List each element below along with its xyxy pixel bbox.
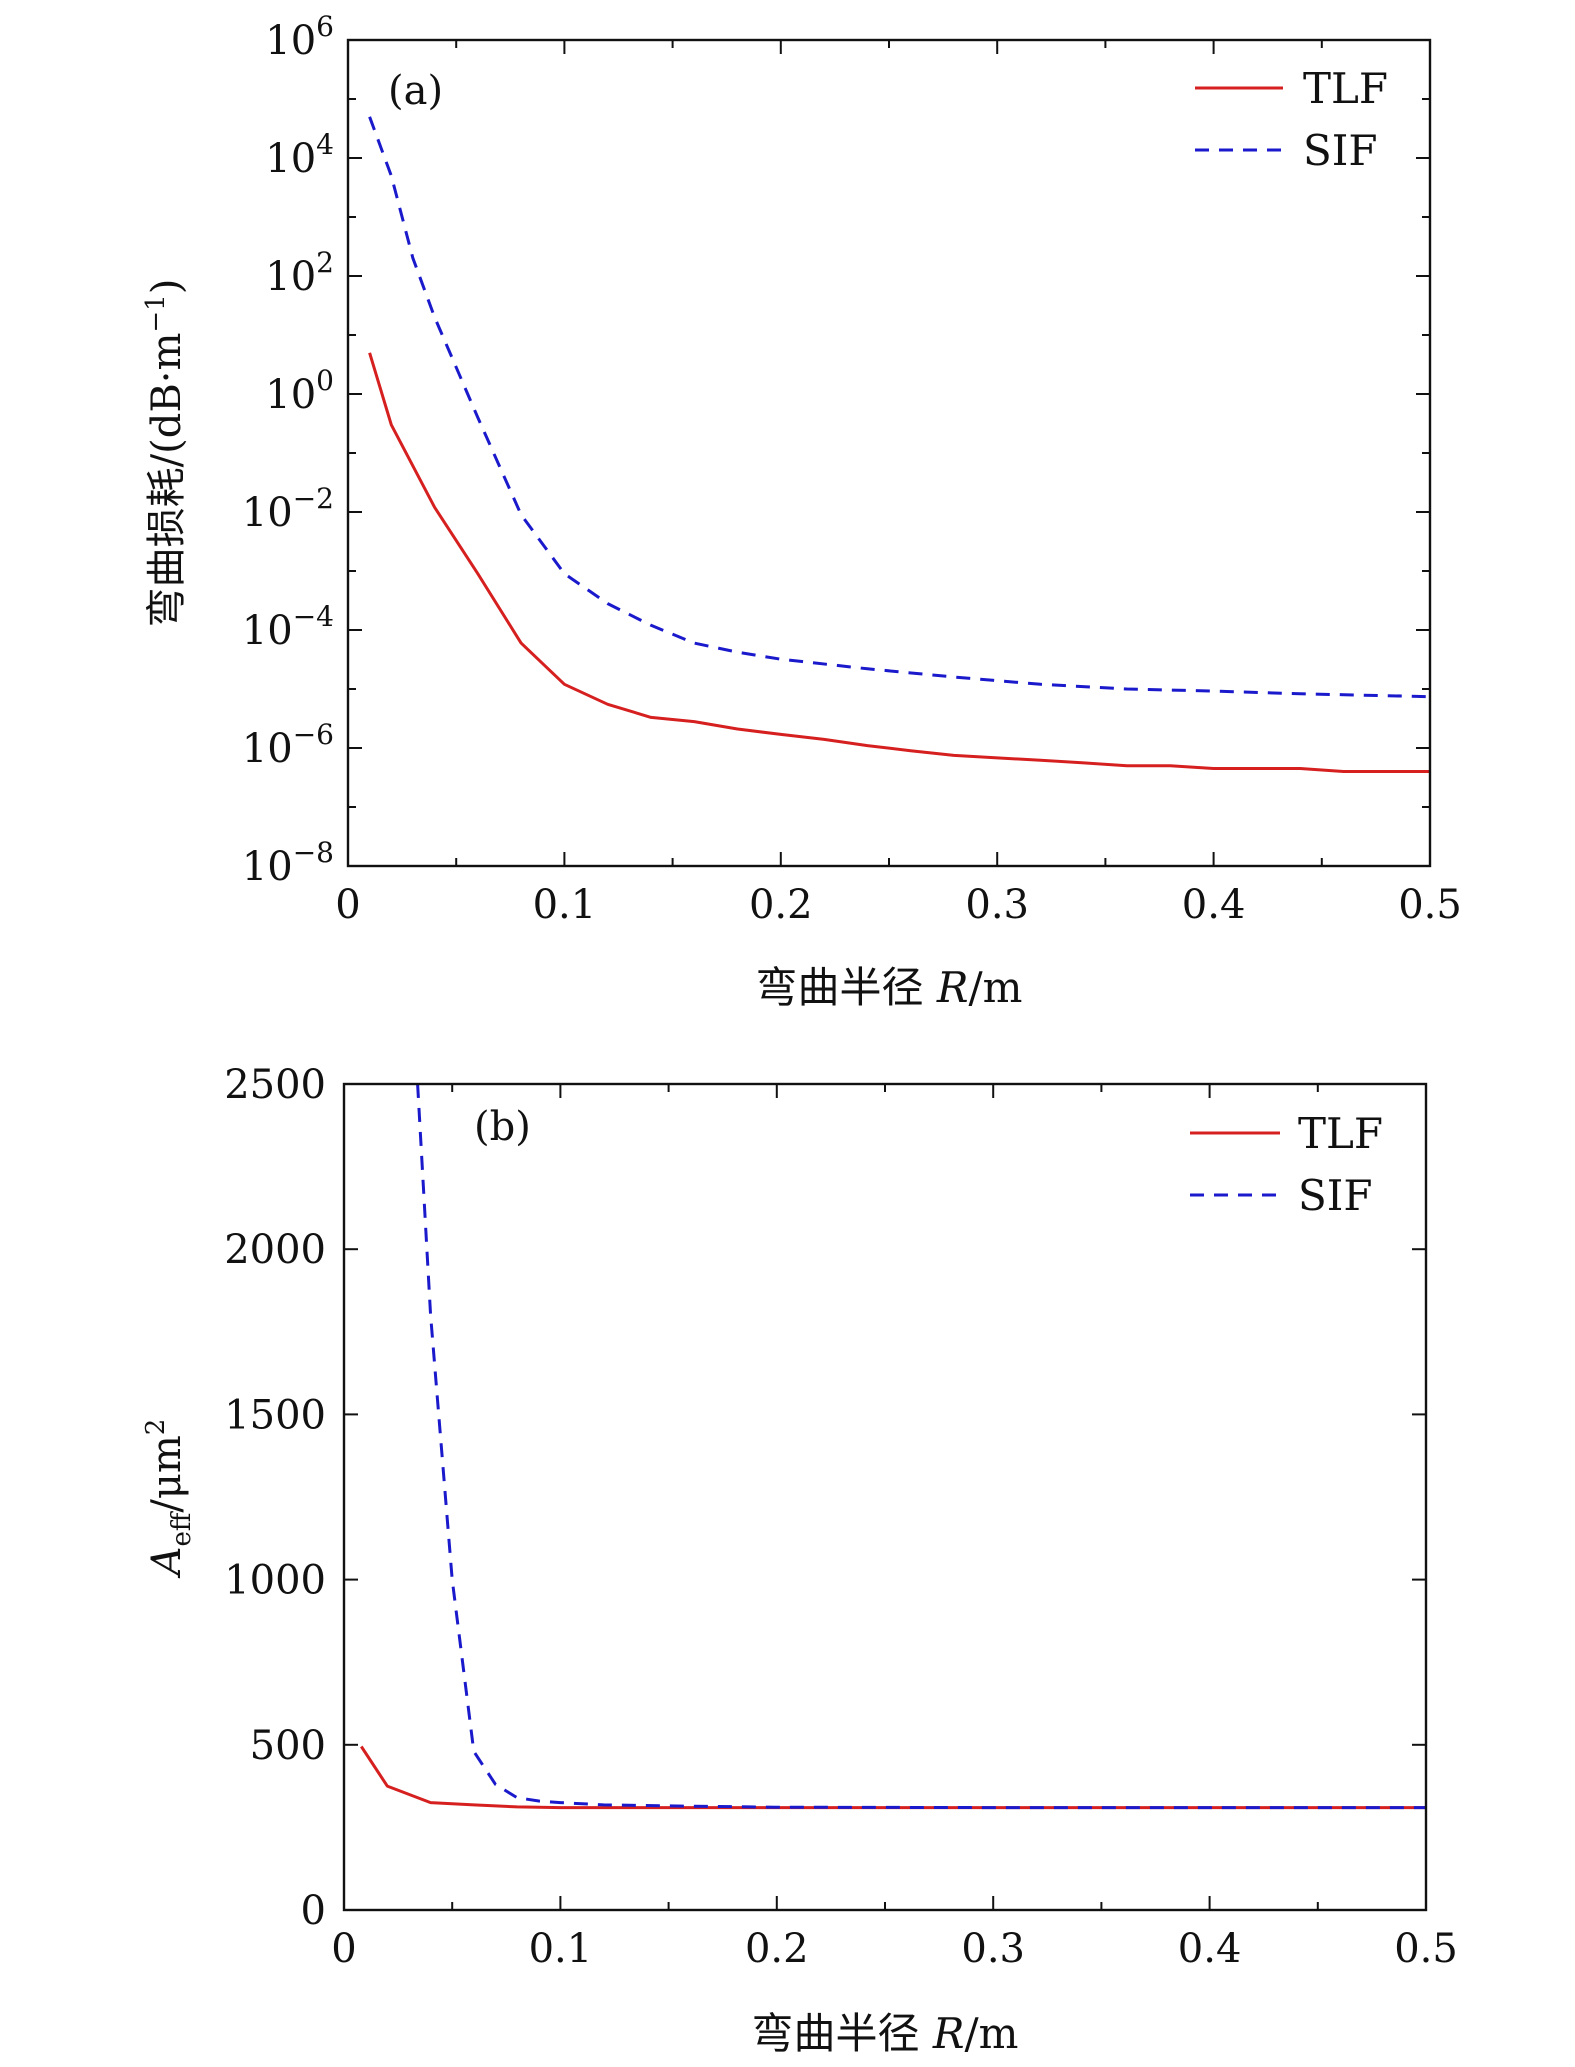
x-tick-label-a: 0.3 <box>965 882 1029 928</box>
x-tick-label-a: 0.2 <box>749 882 813 928</box>
y-tick-label-b: 0 <box>301 1888 326 1934</box>
y-tick-label-b: 1000 <box>224 1558 326 1604</box>
panel-a-legend: TLF SIF <box>1195 64 1388 175</box>
panel-b-effective-area: 0 0.1 0.2 0.3 0.4 0.5 0 500 1000 1500 2000 2500 (b)… <box>141 1062 1458 2058</box>
y-tick-label-b: 2500 <box>224 1062 326 1108</box>
panel-b-legend: TLF SIF <box>1190 1109 1383 1220</box>
legend-label-sif: SIF <box>1303 126 1378 175</box>
panel-a-plot-frame <box>346 38 1432 868</box>
y-tick-label-a: 102 <box>265 246 334 300</box>
series-line-tlf-a <box>368 352 1430 773</box>
y-tick-label-b: 500 <box>250 1723 326 1769</box>
y-tick-label-b: 1500 <box>224 1392 326 1438</box>
series-line-sif-a <box>368 116 1430 699</box>
y-tick-label-b: 2000 <box>224 1227 326 1273</box>
panel-b-plot-frame <box>342 1082 1428 1912</box>
panel-a-bending-loss: 0 0.1 0.2 0.3 0.4 0.5 10−8 10−6 10−4 10−2 100 102 10… <box>141 10 1462 1012</box>
x-tick-label-a: 0.5 <box>1398 882 1462 928</box>
y-tick-label-a: 10−6 <box>242 718 334 772</box>
x-tick-label-b: 0.2 <box>745 1926 809 1972</box>
x-tick-label-b: 0.4 <box>1178 1926 1242 1972</box>
legend-label-tlf-b: TLF <box>1298 1109 1383 1158</box>
x-tick-label-b: 0.1 <box>529 1926 593 1972</box>
panel-b-y-axis-title: Aeff/μm2 <box>141 1419 197 1580</box>
series-line-sif-b <box>416 1084 1426 1810</box>
series-line-tlf-b <box>360 1745 1426 1810</box>
legend-label-sif-b: SIF <box>1298 1171 1373 1220</box>
y-tick-label-a: 10−2 <box>242 482 334 536</box>
legend-label-tlf: TLF <box>1303 64 1388 113</box>
x-tick-label-b: 0.5 <box>1394 1926 1458 1972</box>
y-tick-label-a: 100 <box>265 364 334 418</box>
panel-a-x-axis-title: 弯曲半径 R/m <box>756 963 1023 1012</box>
panel-a-y-axis-title: 弯曲损耗/(dB·m−1) <box>141 279 190 628</box>
panel-b-x-axis-title: 弯曲半径 R/m <box>752 2009 1019 2058</box>
y-tick-label-a: 104 <box>265 128 334 182</box>
y-tick-label-a: 106 <box>265 10 334 64</box>
panel-b-label: (b) <box>474 1104 531 1150</box>
panel-a-label: (a) <box>388 68 443 114</box>
x-tick-label-b: 0 <box>331 1926 356 1972</box>
y-tick-label-a: 10−8 <box>242 836 334 890</box>
x-tick-label-b: 0.3 <box>961 1926 1025 1972</box>
x-tick-label-a: 0.4 <box>1182 882 1246 928</box>
y-tick-label-a: 10−4 <box>242 600 334 654</box>
x-tick-label-a: 0 <box>335 882 360 928</box>
x-tick-label-a: 0.1 <box>533 882 597 928</box>
